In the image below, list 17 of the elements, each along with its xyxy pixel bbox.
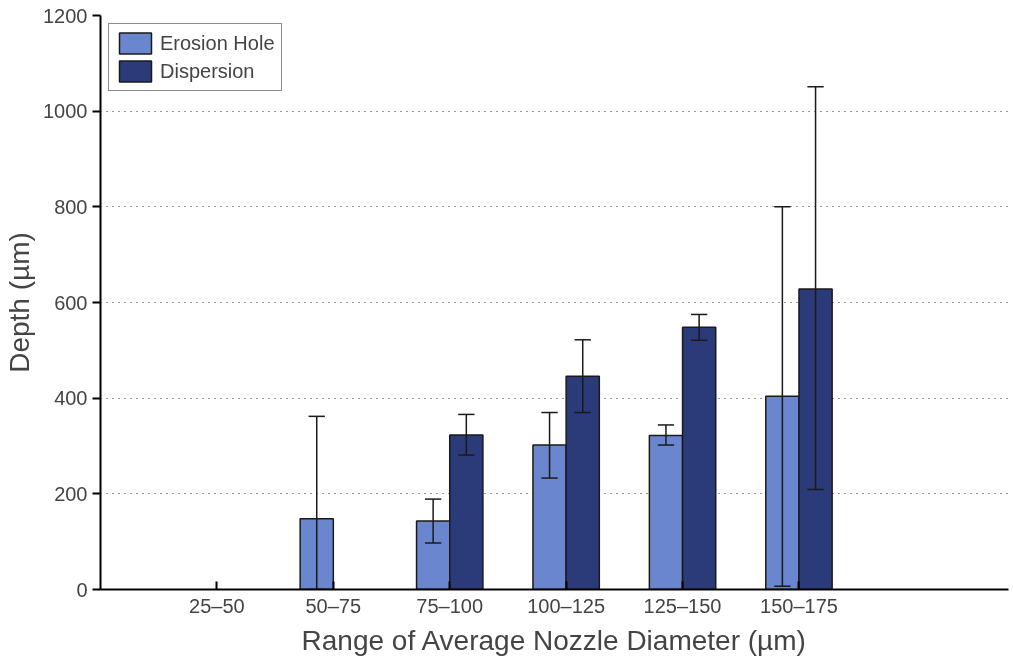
y-tick-label: 400	[54, 387, 88, 410]
y-tick-label: 200	[54, 482, 88, 505]
x-axis-title: Range of Average Nozzle Diameter (µm)	[301, 624, 806, 656]
y-tick-label: 1000	[43, 100, 88, 123]
legend-label: Dispersion	[160, 59, 255, 83]
x-tick-label: 100–125	[527, 594, 606, 617]
x-tick-label: 150–175	[760, 594, 838, 617]
x-tick-label: 125–150	[643, 594, 722, 617]
x-tick-label: 75–100	[416, 594, 484, 617]
y-tick-label: 0	[76, 578, 88, 601]
y-tick-label: 600	[54, 291, 88, 314]
x-tick-label: 25–50	[189, 594, 245, 617]
y-tick-label: 800	[54, 195, 88, 218]
y-axis-title: Depth (µm)	[4, 232, 36, 373]
legend-label: Erosion Hole	[160, 31, 275, 55]
x-tick-label: 50–75	[305, 594, 362, 617]
y-tick-label: 1200	[43, 4, 88, 27]
